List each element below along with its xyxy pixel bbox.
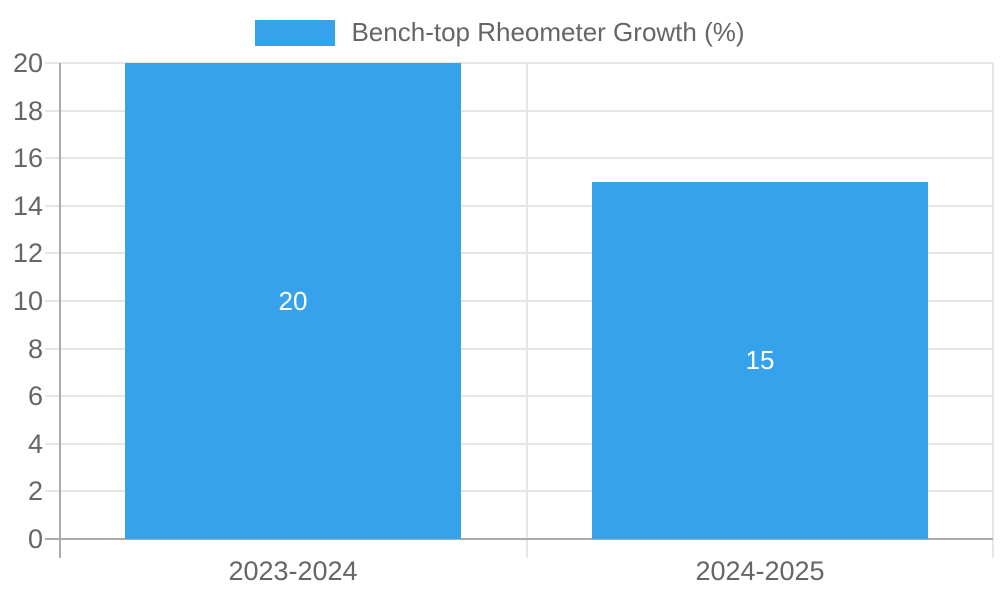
y-axis-tick-label: 18 xyxy=(12,95,43,126)
y-gridline xyxy=(45,252,993,255)
x-axis-line xyxy=(45,538,993,540)
y-axis-tick-label: 16 xyxy=(12,143,43,174)
y-axis-tick-label: 14 xyxy=(12,190,43,221)
bar-value-label: 20 xyxy=(278,285,308,316)
legend-swatch-icon xyxy=(255,19,336,46)
y-gridline xyxy=(45,347,993,350)
bar-2024-2025[interactable]: 15 xyxy=(592,182,928,539)
y-gridline xyxy=(45,157,993,160)
bar-2023-2024[interactable]: 20 xyxy=(125,63,461,539)
legend-label: Bench-top Rheometer Growth (%) xyxy=(351,17,745,47)
y-gridline xyxy=(45,62,993,64)
y-gridline xyxy=(45,109,993,112)
y-gridline xyxy=(45,300,993,302)
y-gridline xyxy=(45,395,993,398)
y-axis-tick-label: 12 xyxy=(12,238,43,269)
x-axis-category-label: 2024-2025 xyxy=(695,556,825,586)
chart-legend[interactable]: Bench-top Rheometer Growth (%) xyxy=(0,17,1000,48)
y-axis-tick-label: 10 xyxy=(12,286,43,316)
x-gridline xyxy=(525,63,528,558)
y-gridline xyxy=(45,442,993,445)
y-axis-tick-label: 6 xyxy=(27,381,43,412)
y-axis-tick-label: 2 xyxy=(27,476,43,507)
x-gridline xyxy=(992,63,994,558)
bar-value-label: 15 xyxy=(745,345,775,375)
y-axis-tick-label: 8 xyxy=(27,333,43,364)
y-axis-tick-label: 20 xyxy=(12,48,43,78)
y-gridline xyxy=(45,490,993,493)
x-axis-category-label: 2023-2024 xyxy=(228,556,358,586)
y-axis-tick-label: 0 xyxy=(27,524,43,554)
y-axis-line xyxy=(59,63,61,558)
y-axis-tick-label: 4 xyxy=(27,428,43,459)
y-gridline xyxy=(45,204,993,207)
